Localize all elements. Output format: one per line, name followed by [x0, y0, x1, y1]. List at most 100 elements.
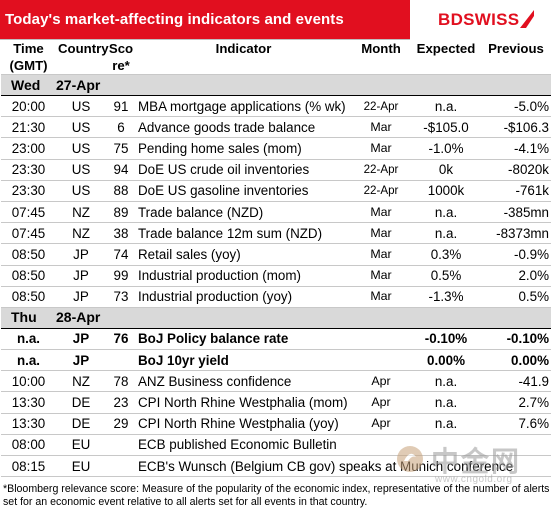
row-score: 76: [106, 328, 136, 351]
row-country: US: [56, 137, 106, 160]
table-header: Time (GMT) Country Sco re* Indicator Mon…: [1, 40, 551, 75]
indicator-row: 10:00 NZ 78 ANZ Business confidence Apr n.a. -…: [1, 370, 551, 393]
indicator-row: 08:50 JP 99 Industrial production (mom) Mar 0…: [1, 265, 551, 287]
table-body: Wed 27-Apr 20:00 US 91 MBA mortgage applicati…: [1, 74, 551, 478]
row-month: [351, 349, 411, 372]
row-country: US: [56, 159, 106, 181]
row-time: 08:50: [1, 265, 56, 287]
row-previous: -385mn: [481, 201, 551, 224]
row-country: EU: [56, 455, 106, 478]
bdswiss-logo: BDSWISS: [410, 0, 552, 40]
row-time: 23:00: [1, 137, 56, 160]
row-country: JP: [56, 286, 106, 308]
row-indicator: Pending home sales (mom): [136, 137, 351, 160]
row-indicator: CPI North Rhine Westphalia (yoy): [136, 413, 351, 435]
report-title: Today's market-affecting indicators and …: [5, 11, 344, 28]
row-month: Apr: [351, 370, 411, 393]
row-score: 99: [106, 265, 136, 287]
row-indicator: Retail sales (yoy): [136, 243, 351, 266]
indicator-row: n.a. JP 76 BoJ Policy balance rate -0.10% -0.…: [1, 328, 551, 351]
col-header-expected: Expected: [411, 40, 481, 75]
row-month: Apr: [351, 413, 411, 435]
row-country: NZ: [56, 201, 106, 224]
row-previous: -41.9: [481, 370, 551, 393]
day-header-row: Wed 27-Apr: [1, 74, 551, 96]
row-previous: -0.9%: [481, 243, 551, 266]
row-previous: -$106.3: [481, 116, 551, 139]
indicator-row: 08:50 JP 73 Industrial production (yoy) Mar -…: [1, 286, 551, 308]
row-previous: [481, 434, 551, 457]
logo-arrow-icon: [520, 10, 534, 28]
indicator-row: 23:00 US 75 Pending home sales (mom) Mar -1.0…: [1, 137, 551, 160]
row-country: JP: [56, 243, 106, 266]
row-score: 91: [106, 95, 136, 118]
row-time: 13:30: [1, 413, 56, 435]
indicator-row: 07:45 NZ 38 Trade balance 12m sum (NZD) Mar n…: [1, 222, 551, 245]
row-time: 20:00: [1, 95, 56, 118]
row-score: 29: [106, 413, 136, 435]
day-header-row: Thu 28-Apr: [1, 306, 551, 329]
row-indicator: BoJ Policy balance rate: [136, 328, 351, 351]
row-expected: 0.5%: [411, 265, 481, 287]
row-expected: n.a.: [411, 222, 481, 245]
row-expected: n.a.: [411, 370, 481, 393]
row-time: 08:00: [1, 434, 56, 457]
row-indicator: Industrial production (mom): [136, 265, 351, 287]
row-time: n.a.: [1, 349, 56, 372]
row-time: 07:45: [1, 201, 56, 224]
row-country: EU: [56, 434, 106, 457]
footnote: *Bloomberg relevance score: Measure of t…: [3, 483, 550, 508]
row-previous: 2.7%: [481, 391, 551, 414]
row-indicator: BoJ 10yr yield: [136, 349, 351, 372]
row-indicator: ANZ Business confidence: [136, 370, 351, 393]
row-time: n.a.: [1, 328, 56, 351]
row-time: 13:30: [1, 391, 56, 414]
indicator-row: n.a. JP BoJ 10yr yield 0.00% 0.00%: [1, 349, 551, 372]
row-indicator: MBA mortgage applications (% wk): [136, 95, 351, 118]
row-indicator: Industrial production (yoy): [136, 286, 351, 308]
row-time: 23:30: [1, 180, 56, 202]
row-indicator: ECB's Wunsch (Belgium CB gov) speaks at …: [136, 455, 513, 478]
indicator-row: 13:30 DE 29 CPI North Rhine Westphalia (yoy…: [1, 413, 551, 435]
row-expected: [411, 455, 481, 478]
row-score: 6: [106, 116, 136, 139]
row-country: JP: [56, 265, 106, 287]
row-time: 08:50: [1, 243, 56, 266]
row-country: DE: [56, 413, 106, 435]
row-month: Mar: [351, 116, 411, 139]
row-indicator: Trade balance 12m sum (NZD): [136, 222, 351, 245]
indicator-row: 20:00 US 91 MBA mortgage applications (% wk…: [1, 95, 551, 118]
row-country: US: [56, 180, 106, 202]
row-score: 88: [106, 180, 136, 202]
row-previous: -5.0%: [481, 95, 551, 118]
row-country: US: [56, 95, 106, 118]
row-month: Mar: [351, 137, 411, 160]
row-indicator: Trade balance (NZD): [136, 201, 351, 224]
col-header-month: Month: [351, 40, 411, 75]
row-expected: 0.3%: [411, 243, 481, 266]
row-country: NZ: [56, 222, 106, 245]
row-month: Apr: [351, 391, 411, 414]
row-score: 75: [106, 137, 136, 160]
row-expected: n.a.: [411, 391, 481, 414]
row-month: Mar: [351, 243, 411, 266]
row-score: [106, 455, 136, 478]
row-expected: -1.3%: [411, 286, 481, 308]
row-indicator: CPI North Rhine Westphalia (mom): [136, 391, 351, 414]
col-header-previous: Previous: [481, 40, 551, 75]
row-country: US: [56, 116, 106, 139]
row-time: 08:15: [1, 455, 56, 478]
logo-wordmark: BDSWISS: [438, 10, 520, 29]
row-country: DE: [56, 391, 106, 414]
day-weekday: Wed: [1, 74, 56, 96]
row-time: 07:45: [1, 222, 56, 245]
row-time: 21:30: [1, 116, 56, 139]
indicator-row: 07:45 NZ 89 Trade balance (NZD) Mar n.a. -385m…: [1, 201, 551, 224]
row-score: 89: [106, 201, 136, 224]
row-expected: n.a.: [411, 95, 481, 118]
row-expected: -1.0%: [411, 137, 481, 160]
row-month: Mar: [351, 201, 411, 224]
row-previous: 2.0%: [481, 265, 551, 287]
row-score: 23: [106, 391, 136, 414]
row-month: [351, 328, 411, 351]
